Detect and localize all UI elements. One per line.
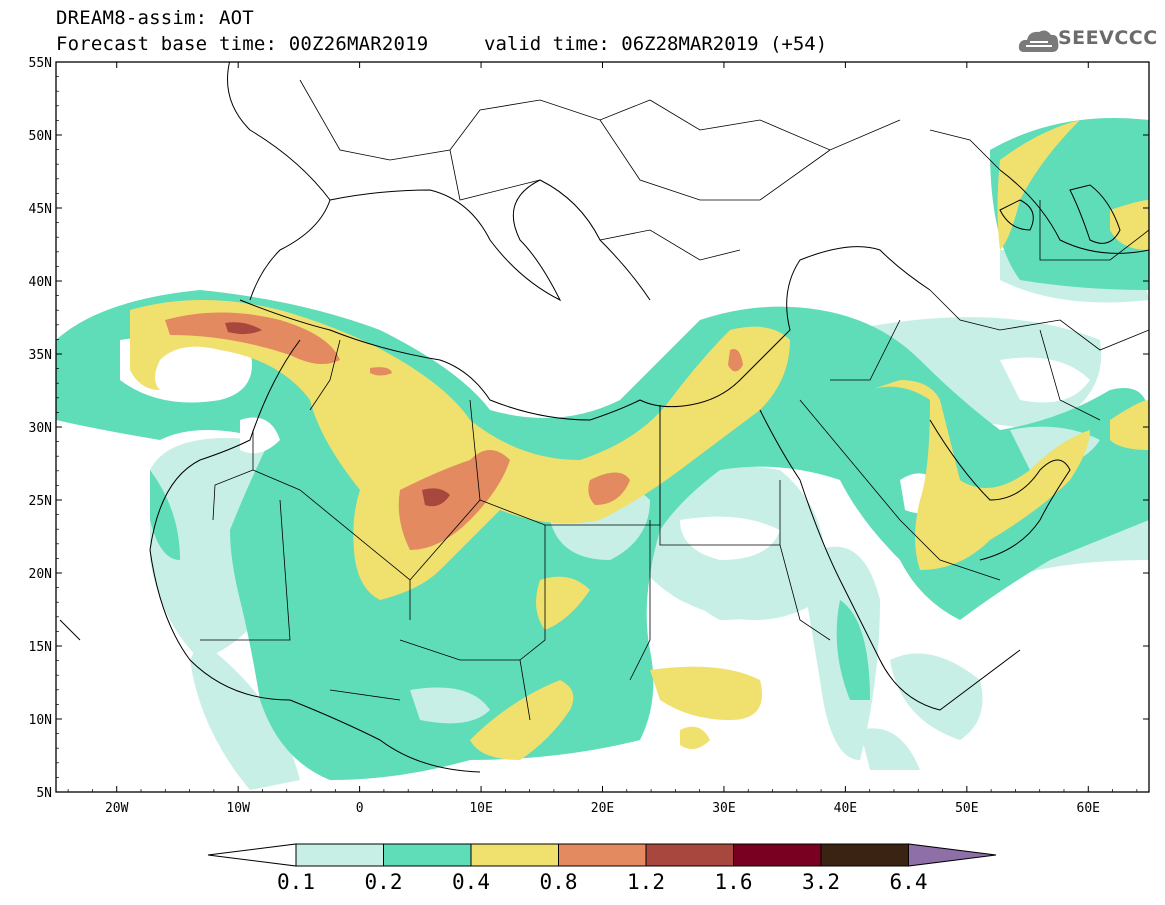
- colorbar-segment: [470, 843, 559, 867]
- lon-label: 50E: [955, 801, 978, 816]
- lat-label: 35N: [29, 348, 52, 363]
- colorbar-level-label: 0.2: [364, 870, 403, 894]
- axis-ticks: [56, 61, 1149, 793]
- lat-label: 5N: [36, 786, 52, 801]
- colorbar-low-arrow: [207, 843, 297, 867]
- coastlines: [59, 62, 1149, 773]
- lon-label: 60E: [1077, 801, 1100, 816]
- lat-label: 15N: [29, 640, 52, 655]
- colorbar-segment: [295, 843, 384, 867]
- lon-label: 20E: [591, 801, 614, 816]
- lat-label: 50N: [29, 129, 52, 144]
- lat-labels: 55N 50N 45N 40N 35N 30N 25N 20N 15N 10N 5N: [29, 56, 52, 801]
- colorbar-segment: [733, 843, 822, 867]
- colorbar-level-label: 1.6: [714, 870, 753, 894]
- colorbar-level-label: 3.2: [802, 870, 840, 894]
- colorbar-level-label: 0.8: [539, 870, 578, 894]
- valid-time: valid time: 06Z28MAR2019 (+54): [484, 33, 828, 55]
- colorbar-level-label: 0.4: [452, 870, 490, 894]
- colorbar-segment: [645, 843, 734, 867]
- aot-band-0.8: [165, 312, 743, 550]
- colorbar-level-label: 1.2: [627, 870, 665, 894]
- lon-label: 20W: [105, 801, 129, 816]
- lat-label: 40N: [29, 275, 52, 290]
- aot-band-0.4: [130, 120, 1149, 760]
- lat-label: 45N: [29, 202, 52, 217]
- country-borders: [200, 79, 1149, 721]
- lat-label: 25N: [29, 494, 52, 509]
- map-title: DREAM8-assim: AOT: [56, 7, 254, 29]
- cloud-logo-icon: [1018, 30, 1059, 52]
- lat-label: 20N: [29, 567, 52, 582]
- lat-label: 10N: [29, 713, 52, 728]
- colorbar-level-label: 6.4: [889, 870, 928, 894]
- colorbar-high-arrow: [908, 843, 997, 867]
- logo-text: SEEVCCC: [1058, 27, 1158, 49]
- colorbar: [207, 843, 997, 867]
- colorbar-segment: [383, 843, 472, 867]
- lon-label: 0: [356, 801, 364, 816]
- colorbar-segment: [820, 843, 909, 867]
- lon-label: 30E: [712, 801, 735, 816]
- colorbar-level-label: 0.1: [277, 870, 315, 894]
- lon-labels: 20W 10W 0 10E 20E 30E 40E 50E 60E: [105, 801, 1100, 816]
- lon-label: 10W: [226, 801, 250, 816]
- lon-label: 10E: [469, 801, 492, 816]
- lat-label: 55N: [29, 56, 52, 71]
- lon-label: 40E: [834, 801, 857, 816]
- aot-band-1.2: [225, 322, 450, 507]
- forecast-base-time: Forecast base time: 00Z26MAR2019: [56, 33, 429, 55]
- colorbar-segment: [558, 843, 647, 867]
- lat-label: 30N: [29, 421, 52, 436]
